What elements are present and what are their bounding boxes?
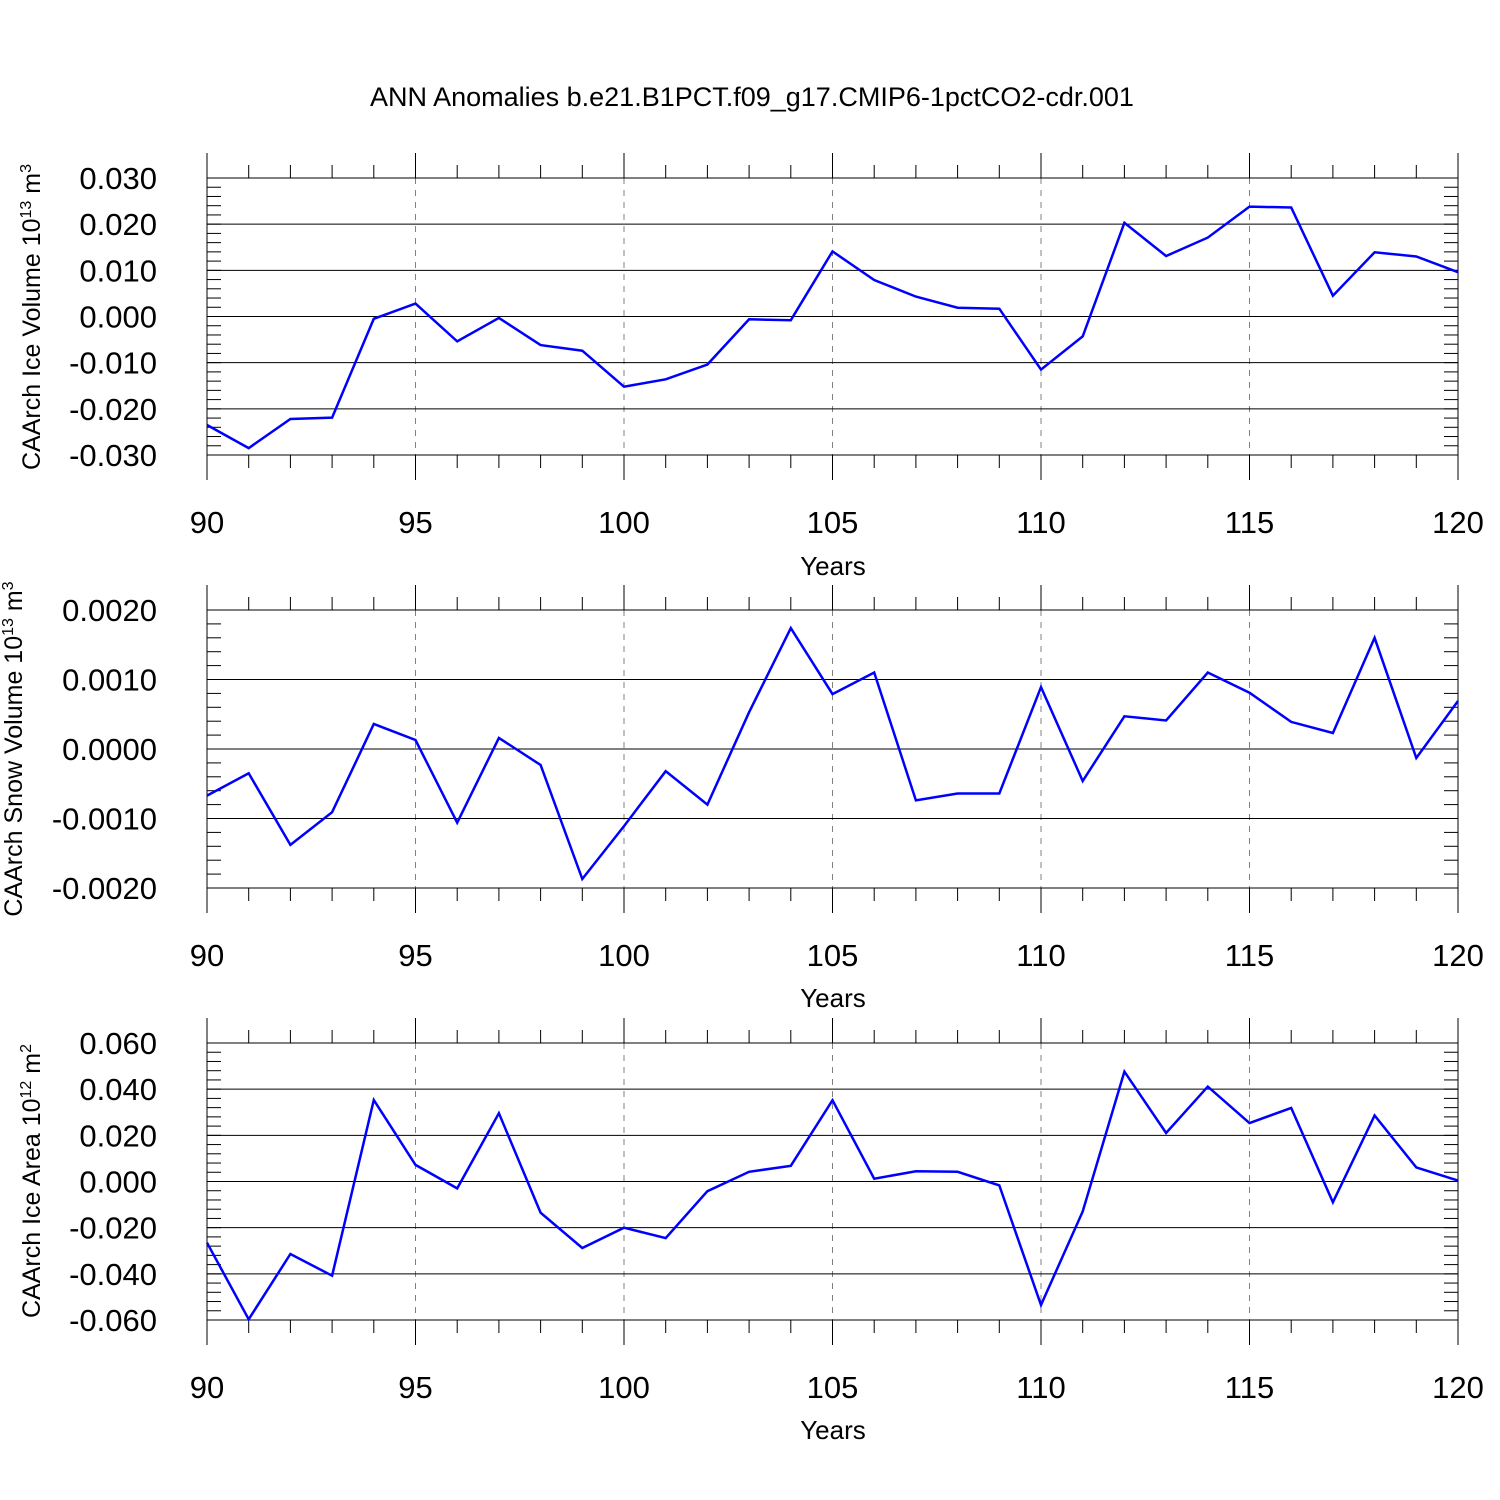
x-tick-label: 115	[1225, 938, 1274, 973]
x-tick-label: 95	[398, 505, 432, 540]
x-tick-label: 110	[1016, 938, 1065, 973]
x-tick-label: 105	[807, 505, 859, 540]
x-tick-label: 95	[398, 1370, 432, 1405]
x-tick-label: 110	[1016, 505, 1065, 540]
y-tick-label: 0.040	[79, 1072, 157, 1107]
y-tick-label: 0.000	[79, 300, 157, 335]
x-tick-label: 115	[1225, 1370, 1274, 1405]
x-tick-label: 115	[1225, 505, 1274, 540]
y-tick-label: 0.0010	[62, 663, 157, 698]
y-tick-label: 0.000	[79, 1165, 157, 1200]
panel-ice-volume: CAArch Ice Volume 1013 m3 Years -0.030 -0…	[18, 153, 1484, 581]
series-line	[206, 205, 1459, 450]
ylabel-ice-volume: CAArch Ice Volume 1013 m3	[18, 164, 46, 470]
x-tick-label: 105	[807, 938, 859, 973]
y-tick-label: -0.060	[69, 1303, 157, 1338]
y-tick-label: -0.030	[69, 438, 157, 473]
y-tick-label: -0.020	[69, 392, 157, 427]
panel-ice-area: CAArch Ice Area 1012 m2 Years -0.060 -0.0…	[18, 1018, 1484, 1445]
x-tick-label: 90	[190, 505, 224, 540]
x-tick-label: 100	[598, 505, 650, 540]
y-tick-label: 0.020	[79, 207, 157, 242]
x-tick-label: 120	[1432, 938, 1484, 973]
figure-title: ANN Anomalies b.e21.B1PCT.f09_g17.CMIP6-…	[370, 82, 1134, 112]
x-tick-label: 120	[1432, 1370, 1484, 1405]
y-tick-label: -0.020	[69, 1211, 157, 1246]
x-tick-label: 100	[598, 1370, 650, 1405]
y-tick-label: 0.060	[79, 1026, 157, 1061]
y-tick-label: 0.0020	[62, 593, 157, 628]
y-tick-label: -0.0020	[52, 871, 157, 906]
y-tick-label: 0.030	[79, 161, 157, 196]
x-tick-label: 100	[598, 938, 650, 973]
ylabel-snow-volume: CAArch Snow Volume 1013 m3	[0, 581, 28, 916]
ylabel-ice-area: CAArch Ice Area 1012 m2	[18, 1044, 46, 1318]
y-tick-label: 0.010	[79, 253, 157, 288]
series-line	[206, 625, 1460, 882]
xlabel-ice-volume: Years	[800, 551, 866, 581]
x-tick-label: 120	[1432, 505, 1484, 540]
x-tick-label: 90	[190, 1370, 224, 1405]
y-tick-label: -0.040	[69, 1257, 157, 1292]
xlabel-snow-volume: Years	[800, 983, 866, 1013]
x-tick-label: 110	[1016, 1370, 1065, 1405]
x-tick-label: 95	[398, 938, 432, 973]
panel-snow-volume: CAArch Snow Volume 1013 m3 Years -0.0020…	[0, 581, 1484, 1013]
x-tick-label: 105	[807, 1370, 859, 1405]
xlabel-ice-area: Years	[800, 1415, 866, 1445]
y-tick-label: -0.0010	[52, 802, 157, 837]
x-tick-label: 90	[190, 938, 224, 973]
y-tick-label: 0.0000	[62, 732, 157, 767]
y-tick-label: -0.010	[69, 346, 157, 381]
y-tick-label: 0.020	[79, 1118, 157, 1153]
series-line	[205, 1068, 1459, 1322]
